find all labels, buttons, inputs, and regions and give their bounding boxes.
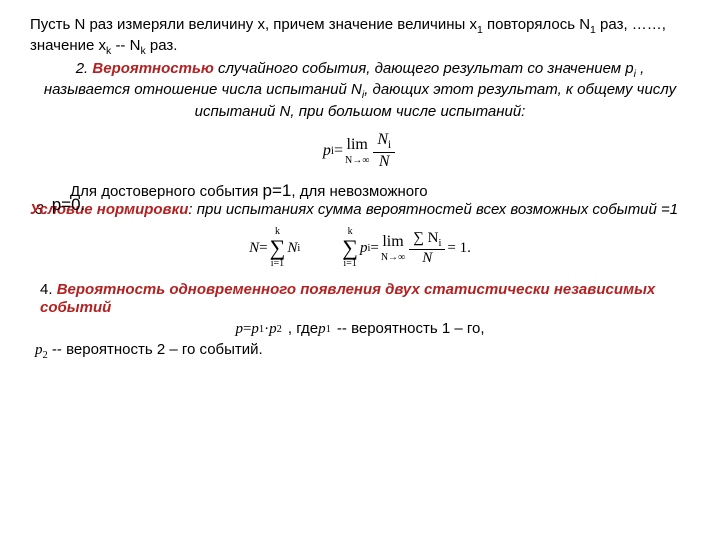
eq1-num: Ni	[373, 131, 395, 153]
p5-p1s: 1	[326, 323, 331, 336]
eq2a: N = k ∑ i=1 Ni	[249, 226, 300, 271]
eq1-lim: lim N→∞	[345, 135, 369, 168]
eq1-eq: =	[334, 141, 343, 161]
p5-red: Вероятность одновременного появления дву…	[40, 281, 655, 317]
eq2b-den: N	[418, 250, 436, 267]
paragraph-p2-label: p2 -- вероятность 2 – го событий.	[35, 341, 680, 362]
p6-p2: p	[35, 342, 43, 358]
eq2b-eq: =	[370, 239, 378, 258]
p1-sub4: k	[140, 45, 145, 57]
p5-eq-p: p	[235, 320, 243, 339]
p4-t1: : при испытаниях сумма вероятностей всех…	[188, 201, 678, 218]
eq2a-eq: =	[259, 239, 267, 258]
p5-eq-p2s: 2	[277, 323, 282, 336]
paragraph-normalization: 3. p=0. Условие нормировки: при испытани…	[30, 198, 690, 220]
eq2b-sum-sub: i=1	[343, 258, 356, 271]
p1-t4: -- N	[115, 37, 140, 54]
p5-p1: p	[318, 320, 326, 339]
eq2b-sum: k ∑ i=1	[342, 226, 358, 271]
p1-sub1: 1	[477, 24, 483, 36]
eq1-frac: Ni N	[373, 131, 395, 170]
eq1-num-sub: i	[388, 139, 391, 151]
eq2b-lim: lim N→∞	[381, 232, 405, 265]
p1-sub3: k	[106, 45, 111, 57]
p3-p0: p=0.	[52, 195, 90, 214]
eq2b-num-sum: ∑ N	[413, 230, 438, 246]
eq2b-frac: ∑ Ni N	[409, 230, 445, 267]
paragraph-intro: Пусть N раз измеряли величину x, причем …	[30, 16, 690, 58]
eq2b-p: p	[360, 239, 368, 258]
p2-t1: случайного события, дающего результат со…	[214, 60, 634, 77]
eq2b-lim-bot: N→∞	[381, 252, 405, 265]
eq2a-sum: k ∑ i=1	[270, 226, 286, 271]
eq2b-end: = 1.	[447, 239, 470, 258]
p3-t3: .	[81, 195, 86, 214]
eq2a-sum-sub: i=1	[271, 258, 284, 271]
equation-probability-limit: p i = lim N→∞ Ni N	[30, 131, 690, 170]
p3-p0-val: p=0	[52, 195, 81, 214]
equation-normalization: N = k ∑ i=1 Ni k ∑ i=1 pi = lim N→∞ ∑ Ni…	[30, 226, 690, 271]
p6-p2s: 2	[43, 350, 48, 361]
definition-joint-probability: 4. Вероятность одновременного появления …	[40, 281, 680, 339]
eq2b-lim-top: lim	[382, 232, 403, 252]
definition-probability: 2. Вероятностью случайного события, дающ…	[40, 60, 680, 121]
p5-eq-p1: p	[251, 320, 259, 339]
eq2a-Ni-N: N	[287, 239, 297, 258]
eq1-num-N: N	[377, 131, 388, 148]
p2-lead: 2.	[76, 60, 93, 77]
p1-t2: повторялось N	[487, 16, 590, 33]
eq1-p: p	[323, 141, 331, 161]
eq1-den: N	[375, 153, 394, 171]
p6-tail: -- вероятность 2 – го событий.	[52, 341, 263, 358]
p1-sub2: 1	[590, 24, 596, 36]
eq2b: k ∑ i=1 p i = lim N→∞ ∑ Ni N = 1.	[340, 226, 471, 271]
p2-red: Вероятностью	[92, 60, 213, 77]
sigma-icon: ∑	[342, 238, 358, 258]
p1-t5: раз.	[150, 37, 178, 54]
eq1-lim-top: lim	[347, 135, 368, 155]
p1-t1: Пусть N раз измеряли величину x, причем …	[30, 16, 477, 33]
eq2b-num-sub: i	[438, 238, 441, 249]
sigma-icon: ∑	[270, 238, 286, 258]
eq1-lim-bot: N→∞	[345, 155, 369, 168]
eq2a-Ni-sub: i	[297, 242, 300, 255]
p5-gde: , где	[288, 320, 318, 339]
equation-joint-probability: p = p1 · p2 , где p1 -- вероятность 1 – …	[40, 320, 680, 339]
eq2a-N: N	[249, 239, 259, 258]
p5-lead: 4.	[40, 281, 57, 298]
p5-tail1: -- вероятность 1 – го,	[337, 320, 485, 339]
eq2b-num: ∑ Ni	[409, 230, 445, 251]
p5-eq-p2: p	[269, 320, 277, 339]
